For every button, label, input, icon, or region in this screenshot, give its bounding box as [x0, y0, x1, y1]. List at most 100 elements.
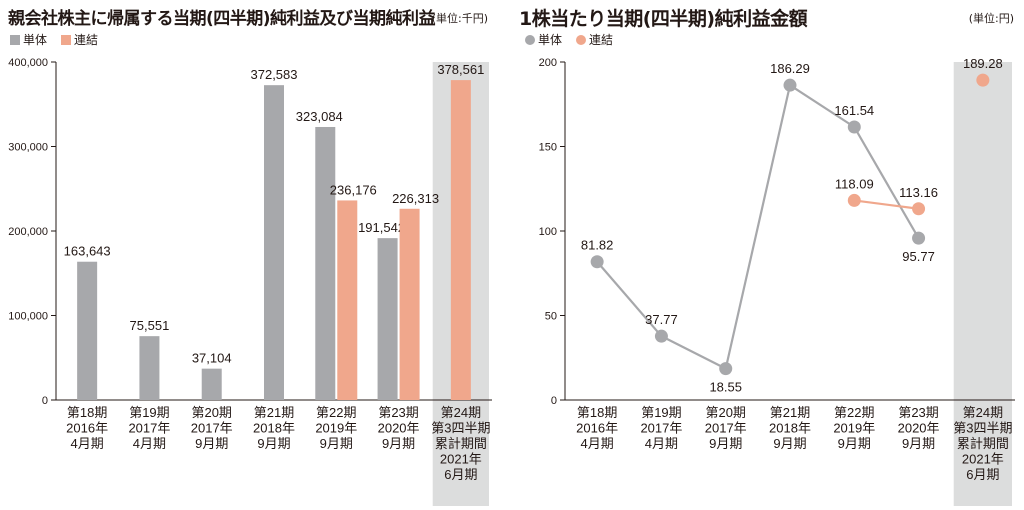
bar-single — [264, 85, 284, 401]
x-category-label: 2019年 — [833, 421, 875, 436]
x-category-label: 第3四半期 — [431, 421, 490, 436]
point-consolidated — [847, 193, 861, 207]
point-single — [912, 231, 926, 245]
x-category-label: 2021年 — [962, 452, 1004, 467]
x-category-label: 2017年 — [640, 421, 682, 436]
x-category-label: 第22期 — [834, 405, 874, 420]
point-single — [590, 255, 604, 269]
bar-consolidated — [450, 80, 471, 400]
bar-value-label-single: 323,084 — [296, 109, 343, 124]
point-value-label-single: 37.77 — [645, 312, 678, 327]
bar-single — [315, 126, 336, 400]
eps-line-chart: 050100150200第18期2016年4月期第19期2017年4月期第20期… — [539, 56, 1015, 506]
point-value-label-consolidated: 189.28 — [963, 56, 1003, 71]
series-line-single — [724, 84, 792, 369]
x-category-label: 2020年 — [898, 421, 940, 436]
x-category-label: 6月期 — [444, 467, 477, 482]
point-consolidated — [976, 73, 990, 87]
x-category-label: 4月期 — [645, 436, 678, 451]
series-line-consolidated — [854, 199, 919, 210]
x-category-label: 第24期 — [963, 405, 1003, 420]
point-value-label-single: 95.77 — [902, 249, 935, 264]
x-category-label: 第18期 — [67, 405, 107, 420]
x-category-label: 第22期 — [316, 405, 356, 420]
x-category-label: 第21期 — [254, 405, 294, 420]
x-category-label: 9月期 — [257, 436, 290, 451]
bar-value-label-consolidated: 226,313 — [392, 191, 439, 206]
x-category-label: 累計期間 — [435, 436, 487, 451]
bar-single — [139, 336, 160, 400]
point-value-label-single: 186.29 — [770, 61, 810, 76]
x-category-label: 第23期 — [898, 405, 938, 420]
legend-label-consolidated: 連結 — [589, 33, 614, 47]
x-category-label: 2020年 — [378, 421, 420, 436]
x-category-label: 6月期 — [966, 467, 999, 482]
x-category-label: 第20期 — [705, 405, 745, 420]
y-tick-label: 300,000 — [8, 142, 48, 154]
legend-label-consolidated: 連結 — [74, 33, 99, 47]
x-category-label: 9月期 — [773, 436, 806, 451]
x-category-label: 2017年 — [128, 421, 170, 436]
net-income-unit-label: (単位:千円) — [431, 12, 488, 25]
eps-unit-label: (単位:円) — [968, 12, 1014, 25]
highlight-column — [953, 62, 1012, 506]
legend-swatch-single — [525, 34, 535, 45]
bar-consolidated — [337, 200, 358, 400]
point-value-label-consolidated: 113.16 — [899, 185, 938, 200]
legend-item-single: 単体 — [525, 31, 562, 48]
bar-value-label-consolidated: 236,176 — [330, 182, 377, 197]
x-category-label: 4月期 — [133, 436, 166, 451]
x-category-label: 2017年 — [705, 421, 747, 436]
point-single — [847, 120, 861, 134]
bar-value-label-single: 163,643 — [64, 244, 111, 259]
net-income-chart-panel: 親会社株主に帰属する当期(四半期)純利益及び当期純利益 (単位:千円) 単体 連… — [0, 0, 500, 510]
bar-single — [77, 261, 98, 400]
legend-swatch-single — [10, 34, 20, 45]
x-category-label: 第24期 — [441, 405, 481, 420]
x-category-label: 第18期 — [577, 405, 617, 420]
x-category-label: 9月期 — [838, 436, 871, 451]
x-category-label: 4月期 — [581, 436, 614, 451]
x-category-label: 累計期間 — [957, 436, 1009, 451]
x-category-label: 第3四半期 — [953, 421, 1012, 436]
eps-chart-title: 1株当たり当期(四半期)純利益金額 — [519, 8, 808, 30]
bar-value-label-single: 372,583 — [251, 67, 298, 82]
point-value-label-single: 161.54 — [834, 103, 874, 118]
y-tick-label: 100 — [539, 226, 557, 238]
series-line-single — [596, 261, 663, 337]
bar-single — [377, 238, 398, 400]
y-tick-label: 150 — [539, 142, 557, 154]
x-category-label: 9月期 — [709, 436, 742, 451]
x-category-label: 2018年 — [769, 421, 811, 436]
x-category-label: 第21期 — [770, 405, 810, 420]
x-category-label: 第19期 — [641, 405, 681, 420]
x-category-label: 2016年 — [66, 421, 108, 436]
legend-item-consolidated: 連結 — [576, 31, 613, 48]
bar-value-label-consolidated: 378,561 — [437, 62, 484, 77]
bar-value-label-single: 37,104 — [192, 351, 232, 366]
legend-item-consolidated: 連結 — [61, 31, 98, 48]
x-category-label: 9月期 — [382, 436, 415, 451]
x-category-label: 9月期 — [195, 436, 228, 451]
x-category-label: 2017年 — [191, 421, 233, 436]
point-single — [783, 78, 797, 92]
net-income-bar-chart: 0100,000200,000300,000400,000第18期2016年4月… — [8, 57, 492, 506]
net-income-legend: 単体 連結 — [10, 31, 98, 48]
point-value-label-single: 18.55 — [709, 380, 742, 395]
point-value-label-consolidated: 118.09 — [835, 176, 874, 191]
x-category-label: 2021年 — [440, 452, 482, 467]
y-tick-label: 0 — [42, 395, 48, 407]
legend-swatch-consolidated — [61, 34, 72, 45]
x-category-label: 2019年 — [315, 421, 357, 436]
x-category-label: 第20期 — [191, 405, 231, 420]
bar-consolidated — [399, 208, 420, 400]
x-category-label: 9月期 — [320, 436, 353, 451]
legend-item-single: 単体 — [10, 31, 47, 48]
x-category-label: 第19期 — [129, 405, 169, 420]
series-line-single — [789, 84, 855, 128]
legend-label-single: 単体 — [23, 33, 48, 47]
point-single — [654, 329, 668, 343]
x-category-label: 9月期 — [902, 436, 935, 451]
x-category-label: 第23期 — [378, 405, 418, 420]
y-tick-label: 200,000 — [8, 226, 48, 238]
